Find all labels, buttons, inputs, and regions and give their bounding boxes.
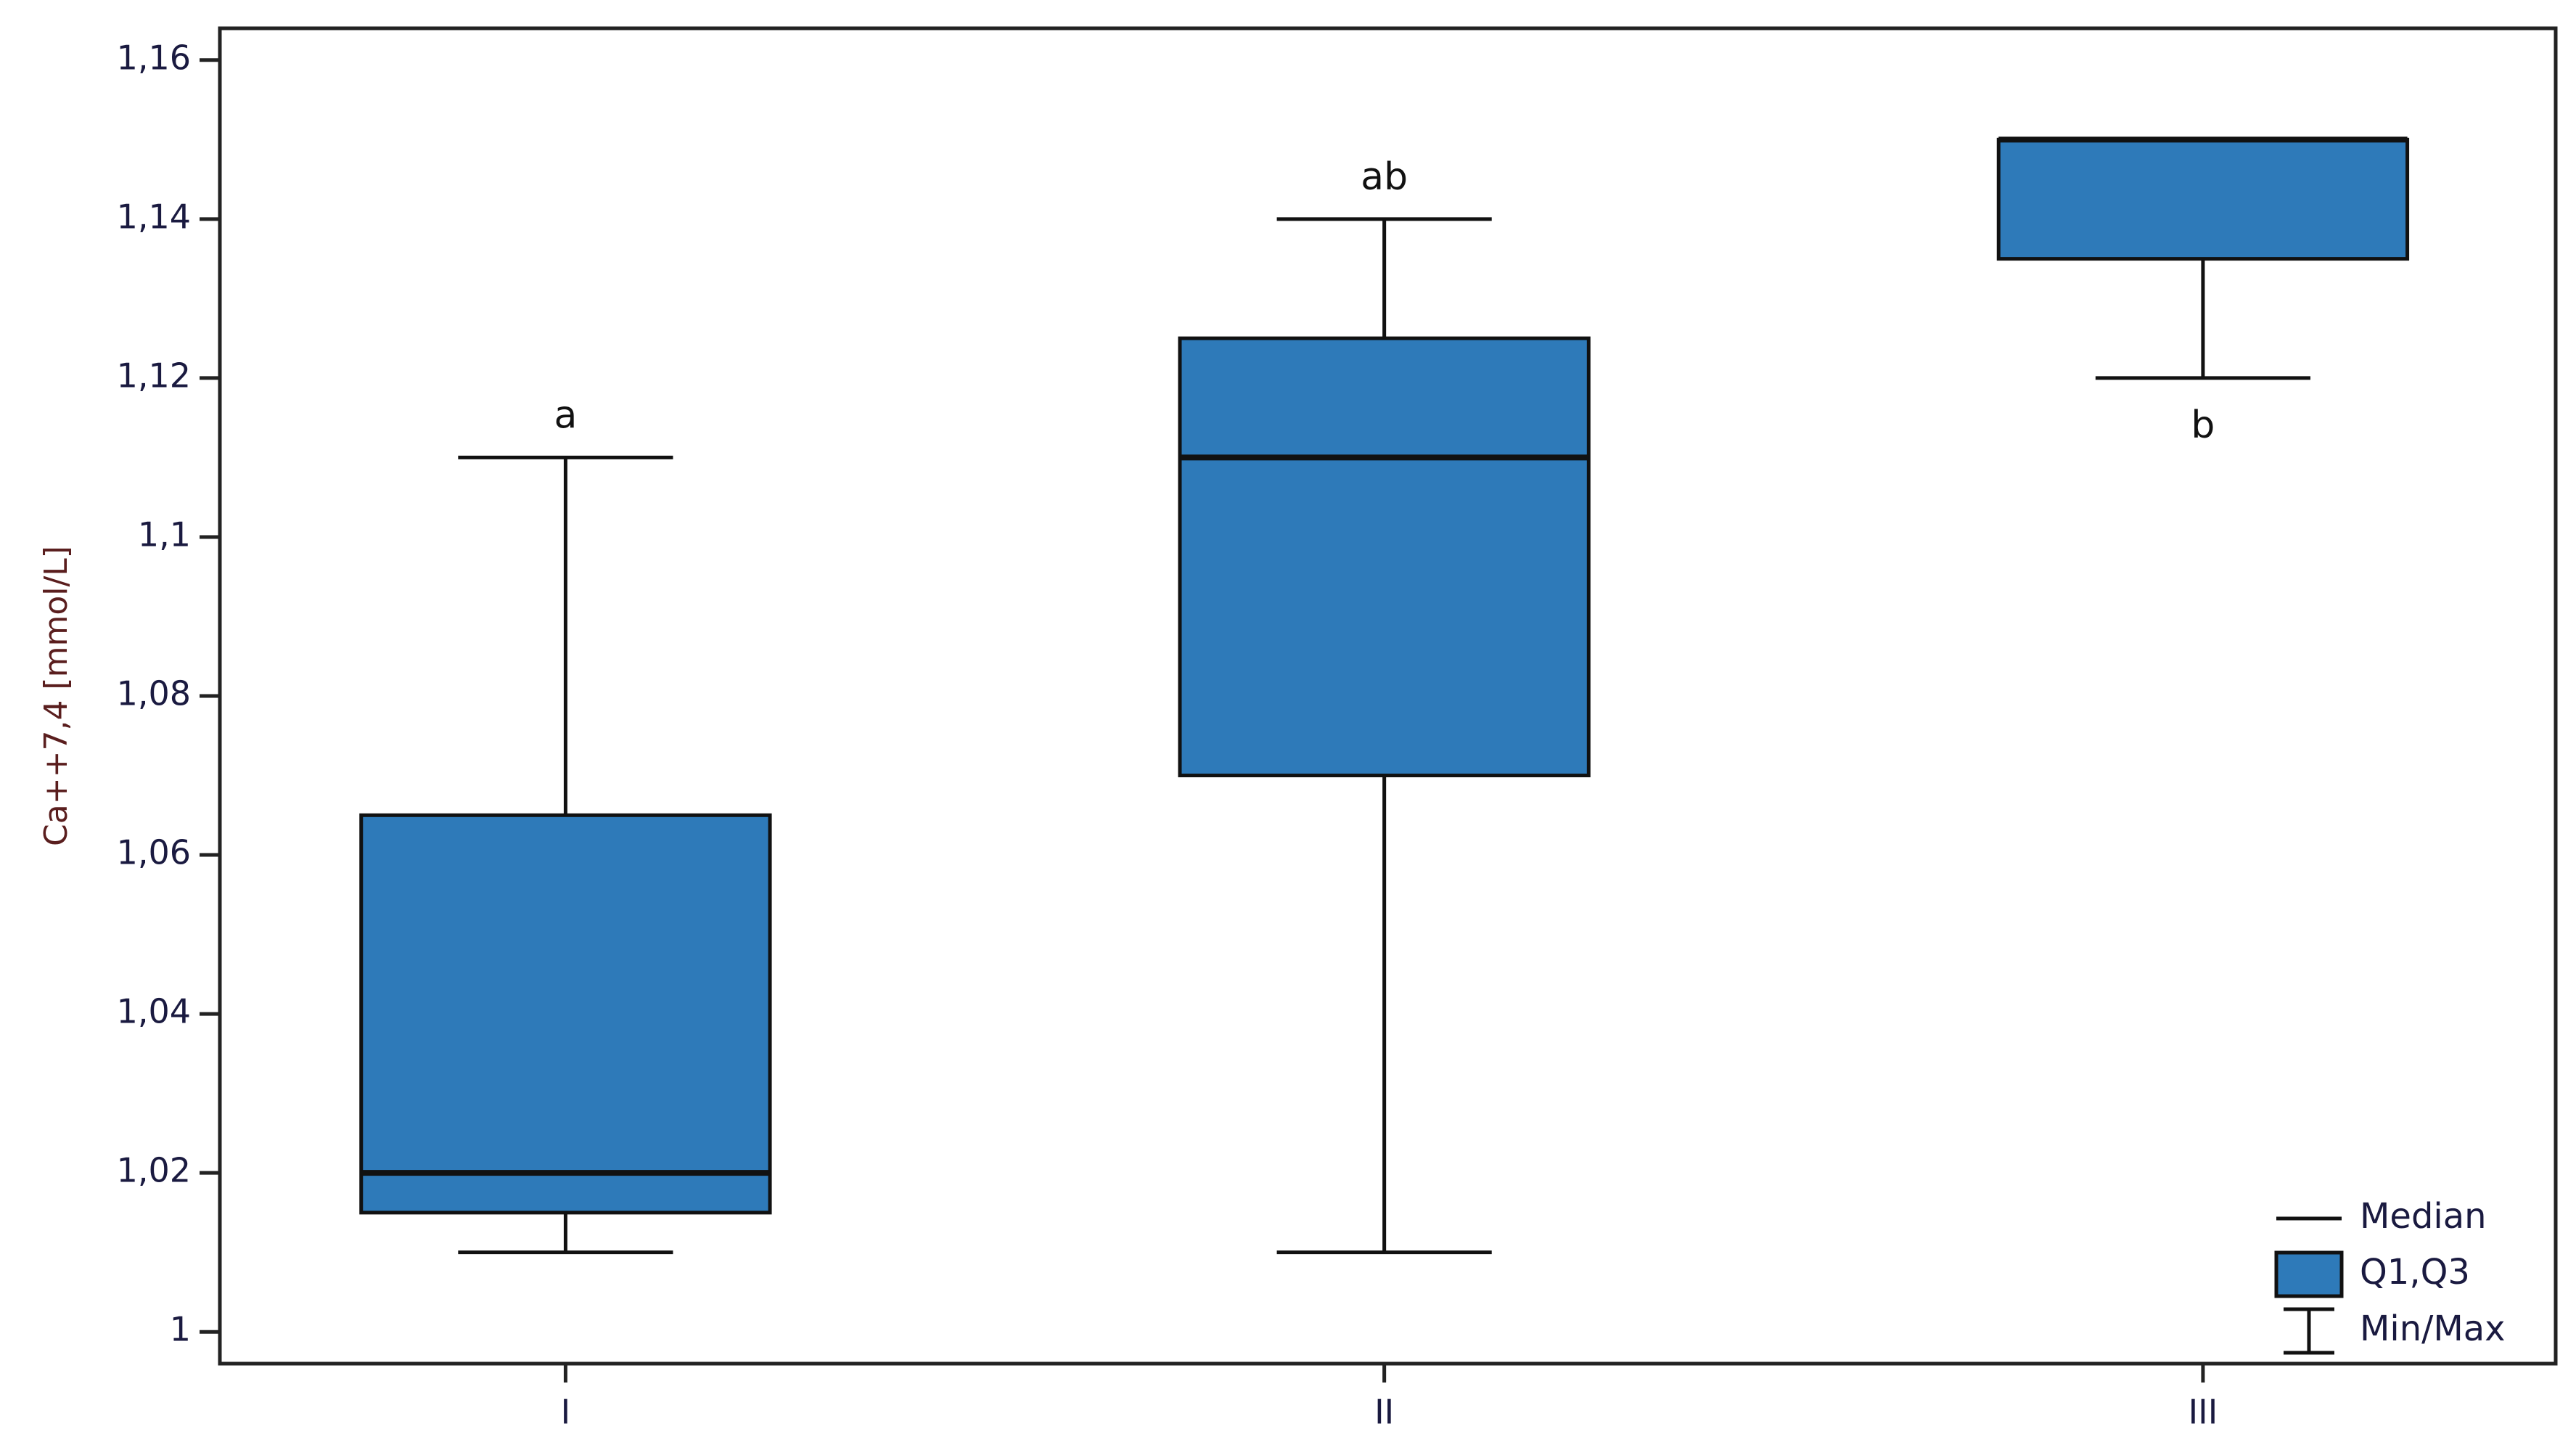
x-tick-label: II — [1374, 1393, 1394, 1432]
y-tick-label: 1,1 — [138, 515, 191, 554]
y-tick-label: 1,16 — [117, 38, 191, 77]
box — [1996, 137, 2410, 261]
annotation: b — [2191, 404, 2215, 447]
y-axis-label: Ca++7,4 [mmol/L] — [38, 546, 75, 846]
y-tick-label: 1,02 — [117, 1151, 191, 1190]
box — [359, 813, 772, 1215]
box — [1178, 336, 1591, 778]
legend-label: Median — [2360, 1196, 2487, 1237]
y-tick-label: 1,06 — [117, 833, 191, 872]
y-tick-label: 1,04 — [117, 992, 191, 1031]
legend-label: Min/Max — [2360, 1308, 2506, 1349]
y-tick-label: 1,12 — [117, 356, 191, 395]
y-tick-label: 1,14 — [117, 197, 191, 236]
x-tick-label: I — [561, 1393, 571, 1432]
y-tick-label: 1 — [170, 1310, 191, 1349]
y-tick-label: 1,08 — [117, 674, 191, 713]
legend-box-symbol — [2274, 1250, 2344, 1298]
x-tick-label: III — [2189, 1393, 2218, 1432]
legend-label: Q1,Q3 — [2360, 1252, 2470, 1293]
annotation: ab — [1361, 155, 1408, 199]
annotation: a — [554, 393, 577, 437]
